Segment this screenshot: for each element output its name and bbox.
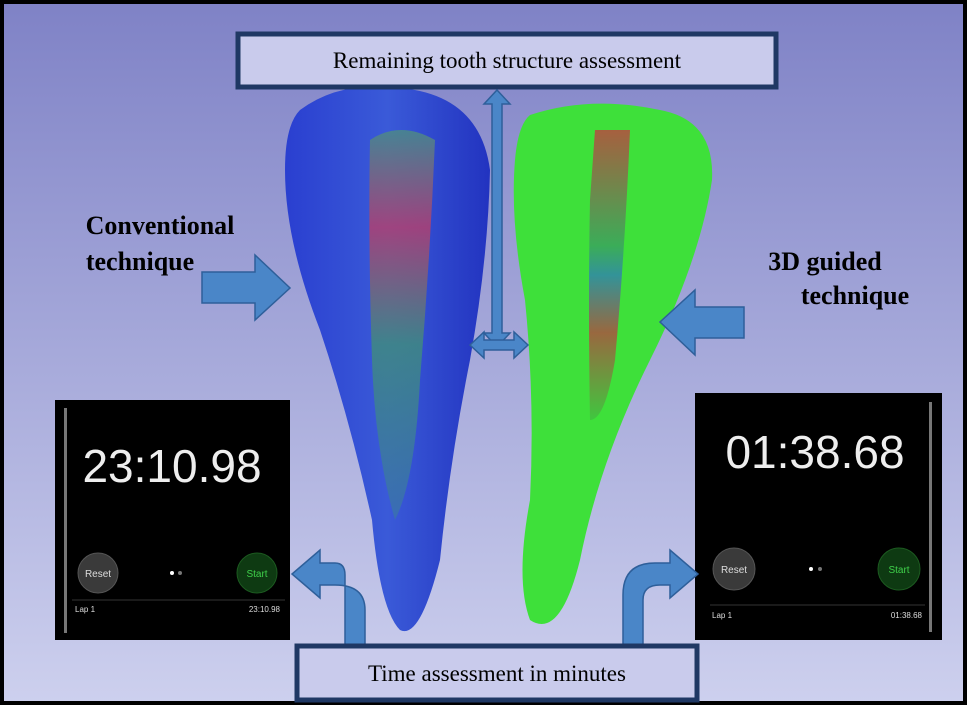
page-dot (178, 571, 182, 575)
scrollbar (929, 402, 932, 632)
left-stopwatch: 23:10.98 Reset Start Lap 1 23:10.98 (55, 400, 290, 640)
conventional-label-line: Conventional (86, 211, 235, 240)
conventional-label-line: technique (86, 247, 194, 276)
right-stopwatch: 01:38.68 Reset Start Lap 1 01:38.68 (695, 393, 942, 640)
lap-label: Lap 1 (75, 605, 96, 614)
page-dot (809, 567, 813, 571)
bottom-box-label: Time assessment in minutes (368, 661, 626, 686)
reset-label: Reset (721, 565, 747, 576)
guided-label-line: 3D guided (768, 247, 882, 276)
stopwatch-time: 01:38.68 (725, 426, 904, 478)
start-label: Start (888, 565, 909, 576)
top-box-label: Remaining tooth structure assessment (333, 48, 682, 73)
lap-time: 01:38.68 (891, 611, 923, 620)
lap-time: 23:10.98 (249, 605, 281, 614)
lap-label: Lap 1 (712, 611, 733, 620)
stopwatch-panel (55, 400, 290, 640)
page-dot (818, 567, 822, 571)
stopwatch-time: 23:10.98 (82, 440, 261, 492)
figure: Remaining tooth structure assessment Con… (0, 0, 967, 705)
reset-label: Reset (85, 569, 111, 580)
scrollbar (64, 408, 67, 633)
start-label: Start (246, 569, 267, 580)
guided-label-line: technique (801, 281, 909, 310)
page-dot (170, 571, 174, 575)
